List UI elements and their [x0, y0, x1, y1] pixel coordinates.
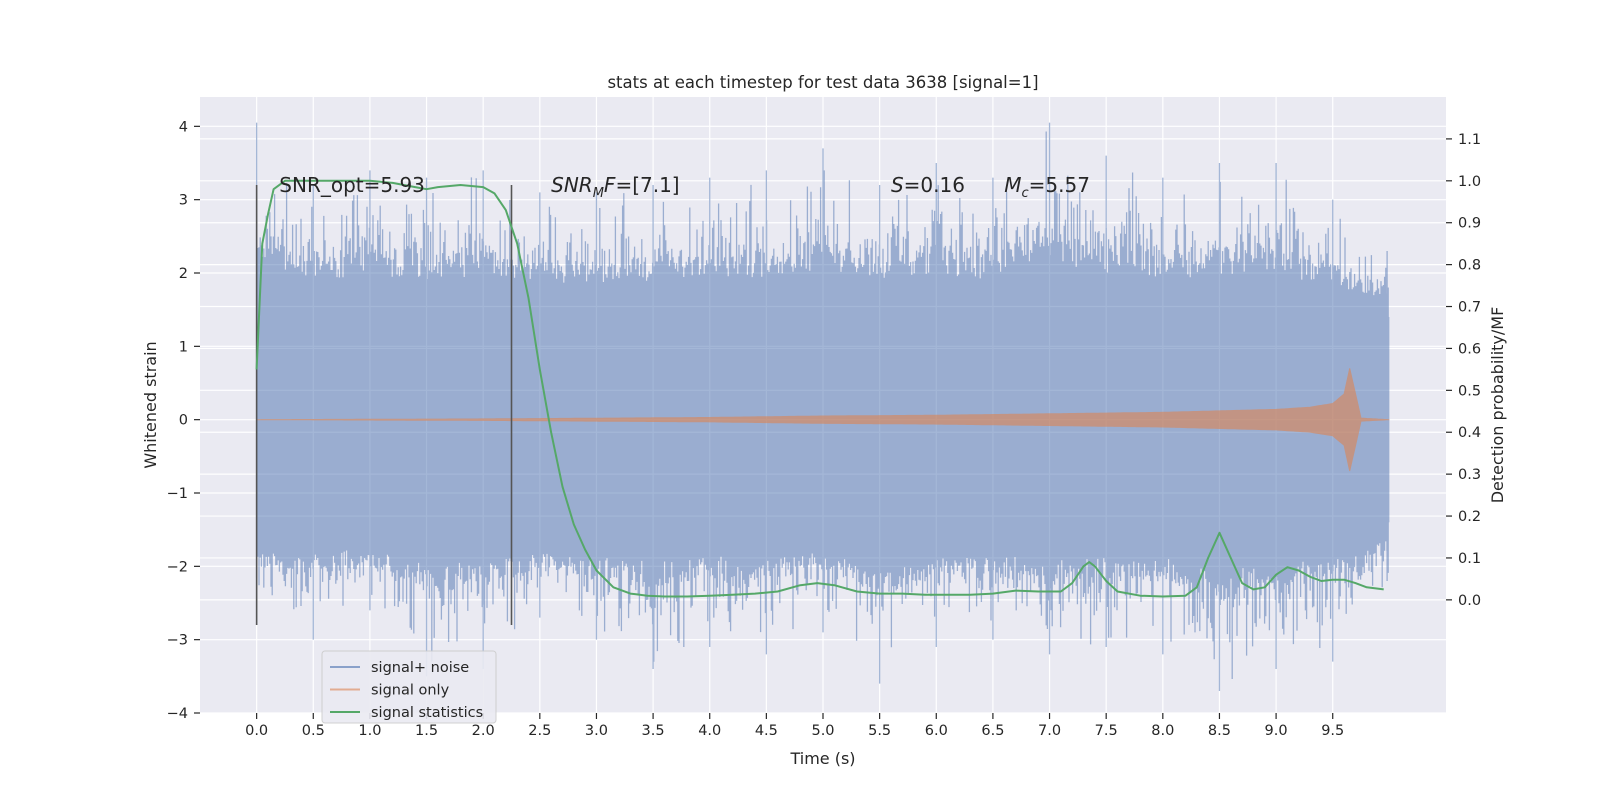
marker-lines — [255, 185, 513, 625]
x-tick-label: 8.5 — [1208, 723, 1231, 739]
annotation-snr-mf: SNRMF=[7.1] — [551, 173, 679, 201]
x-axis-label: Time (s) — [789, 749, 855, 768]
y-right-tick-label: 1.1 — [1458, 132, 1481, 148]
y-right-tick-label: 0.4 — [1458, 425, 1481, 441]
annotation-mc: Mc=5.57 — [1004, 173, 1090, 201]
y-right-tick-label: 0.0 — [1458, 593, 1481, 609]
x-tick-label: 0.0 — [245, 723, 268, 739]
x-tick-label: 6.5 — [981, 723, 1004, 739]
y-right-axis: 0.0 0.1 0.2 0.3 0.4 0.5 0.6 0.7 0.8 0.9 1.0 1.1 — [1446, 132, 1481, 609]
y-right-tick-label: 0.3 — [1458, 467, 1481, 483]
annotation-s: S=0.16 — [891, 173, 965, 197]
legend-box — [321, 650, 497, 724]
x-tick-label: 1.0 — [358, 723, 381, 739]
x-tick-label: 9.5 — [1321, 723, 1344, 739]
y-left-tick-label: 1 — [179, 339, 188, 355]
x-tick-label: 5.0 — [811, 723, 834, 739]
legend: signal+ noise signal only signal statistic… — [321, 650, 497, 724]
legend-label: signal statistics — [371, 705, 483, 721]
y-left-tick-label: −2 — [167, 559, 188, 575]
x-tick-label: 7.5 — [1095, 723, 1118, 739]
series-signal-only — [256, 368, 1390, 472]
y-right-tick-label: 0.7 — [1458, 300, 1481, 316]
x-tick-label: 9.0 — [1265, 723, 1288, 739]
annotations: SNR_opt=5.93 SNRMF=[7.1] S=0.16 Mc=5.57 — [279, 173, 1090, 201]
y-left-tick-label: 3 — [179, 193, 188, 209]
y-left-axis-label: Whitened strain — [141, 341, 160, 468]
x-tick-label: 2.0 — [472, 723, 495, 739]
x-tick-label: 8.0 — [1151, 723, 1174, 739]
y-left-tick-label: 4 — [179, 119, 188, 135]
x-axis: 0.0 0.5 1.0 1.5 2.0 2.5 3.0 3.5 4.0 4.5 5.0 5.5 6.0 6… — [245, 713, 1344, 739]
series-signal-statistics — [255, 179, 1384, 598]
y-right-tick-label: 0.6 — [1458, 341, 1481, 357]
y-left-tick-label: −4 — [167, 706, 188, 722]
y-right-tick-label: 0.1 — [1458, 551, 1481, 567]
x-tick-label: 1.5 — [415, 723, 438, 739]
y-left-tick-label: −1 — [167, 486, 188, 502]
y-right-tick-label: 0.5 — [1458, 383, 1481, 399]
annotation-snr-opt: SNR_opt=5.93 — [279, 173, 425, 197]
legend-label: signal+ noise — [371, 660, 469, 676]
x-tick-label: 4.5 — [755, 723, 778, 739]
y-right-tick-label: 0.9 — [1458, 216, 1481, 232]
y-left-axis: −4 −3 −2 −1 0 1 2 3 4 — [167, 119, 200, 722]
x-tick-label: 3.0 — [585, 723, 608, 739]
y-left-tick-label: 2 — [179, 266, 188, 282]
y-right-tick-label: 0.2 — [1458, 509, 1481, 525]
legend-label: signal only — [371, 683, 450, 699]
y-left-tick-label: 0 — [179, 413, 188, 429]
y-left-tick-label: −3 — [167, 633, 188, 649]
y-right-tick-label: 1.0 — [1458, 174, 1481, 190]
signal-chirp — [256, 368, 1390, 472]
x-tick-label: 6.0 — [925, 723, 948, 739]
x-tick-label: 2.5 — [528, 723, 551, 739]
x-tick-label: 5.5 — [868, 723, 891, 739]
series-signal-noise — [255, 122, 1390, 691]
y-right-axis-label: Detection probability/MF — [1488, 307, 1507, 504]
chart-title: stats at each timestep for test data 363… — [607, 73, 1038, 92]
x-tick-label: 7.0 — [1038, 723, 1061, 739]
x-tick-label: 0.5 — [302, 723, 325, 739]
x-tick-label: 3.5 — [642, 723, 665, 739]
y-right-tick-label: 0.8 — [1458, 258, 1481, 274]
x-tick-label: 4.0 — [698, 723, 721, 739]
